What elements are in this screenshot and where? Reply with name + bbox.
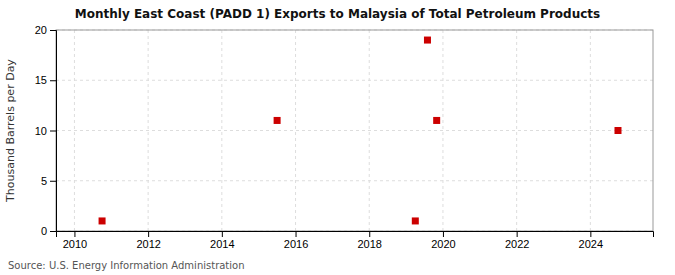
tick-mark <box>148 231 149 237</box>
tick-label: 5 <box>41 175 47 187</box>
tick-mark <box>50 231 56 232</box>
tick-label: 10 <box>35 125 47 137</box>
tick-mark <box>296 231 297 237</box>
tick-label: 2018 <box>357 238 381 250</box>
tick-label: 2016 <box>284 238 308 250</box>
y-axis: 0 5 10 15 20 <box>35 24 57 237</box>
tick: 5 <box>41 175 56 187</box>
tick-mark <box>50 131 56 132</box>
tick-mark <box>50 80 56 81</box>
plot-frame <box>56 30 653 231</box>
grid-line <box>516 30 517 231</box>
point <box>424 37 431 44</box>
grid-line <box>56 80 653 81</box>
tick-mark <box>222 231 223 237</box>
tick-label: 2024 <box>579 238 603 250</box>
point <box>99 217 106 224</box>
tick: 2014 <box>210 231 234 250</box>
tick-label: 0 <box>41 225 47 237</box>
tick: 0 <box>41 225 56 237</box>
tick: 2016 <box>284 231 308 250</box>
title: Monthly East Coast (PADD 1) Exports to M… <box>75 7 600 21</box>
plot: 2010 2012 2014 2016 2018 2020 2022 2024 0 5 10 15 20 <box>35 24 654 250</box>
tick-mark <box>74 231 75 237</box>
grid-line <box>442 30 443 231</box>
tick: 2010 <box>63 231 87 250</box>
grid-line <box>148 30 149 231</box>
tick-mark <box>369 231 370 237</box>
grid-line <box>74 30 75 231</box>
grid-line <box>295 30 296 231</box>
grid <box>56 30 653 231</box>
tick: 2024 <box>579 231 603 250</box>
y-axis-title: Thousand Barrels per Day <box>4 59 17 203</box>
tick-label: 2012 <box>136 238 160 250</box>
point <box>614 127 621 134</box>
tick-label: 2020 <box>431 238 455 250</box>
points <box>99 37 622 225</box>
grid-line <box>56 130 653 131</box>
tick-label: 2010 <box>63 238 87 250</box>
tick-label: 20 <box>35 24 47 36</box>
axis-line <box>50 31 57 232</box>
grid-line <box>590 30 591 231</box>
tick-mark <box>50 30 56 31</box>
tick: 2018 <box>357 231 381 250</box>
point <box>274 117 281 124</box>
source-note: Source: U.S. Energy Information Administ… <box>8 260 245 271</box>
tick: 2022 <box>505 231 529 250</box>
grid-line <box>56 180 653 181</box>
tick-mark <box>443 231 444 237</box>
tick: 2020 <box>431 231 455 250</box>
tick: 10 <box>35 125 56 137</box>
tick-label: 2014 <box>210 238 234 250</box>
tick-label: 2022 <box>505 238 529 250</box>
tick: 20 <box>35 24 56 36</box>
tick-mark <box>590 231 591 237</box>
x-axis: 2010 2012 2014 2016 2018 2020 2022 2024 <box>57 231 654 250</box>
grid-line <box>369 30 370 231</box>
tick: 15 <box>35 74 56 86</box>
tick-label: 15 <box>35 74 47 86</box>
point <box>433 117 440 124</box>
tick-mark <box>517 231 518 237</box>
tick-mark <box>50 181 56 182</box>
grid-line <box>221 30 222 231</box>
axis-line <box>57 232 654 238</box>
chart: 2010201220142016201820202022202405101520… <box>0 0 675 275</box>
point <box>412 217 419 224</box>
tick: 2012 <box>136 231 160 250</box>
